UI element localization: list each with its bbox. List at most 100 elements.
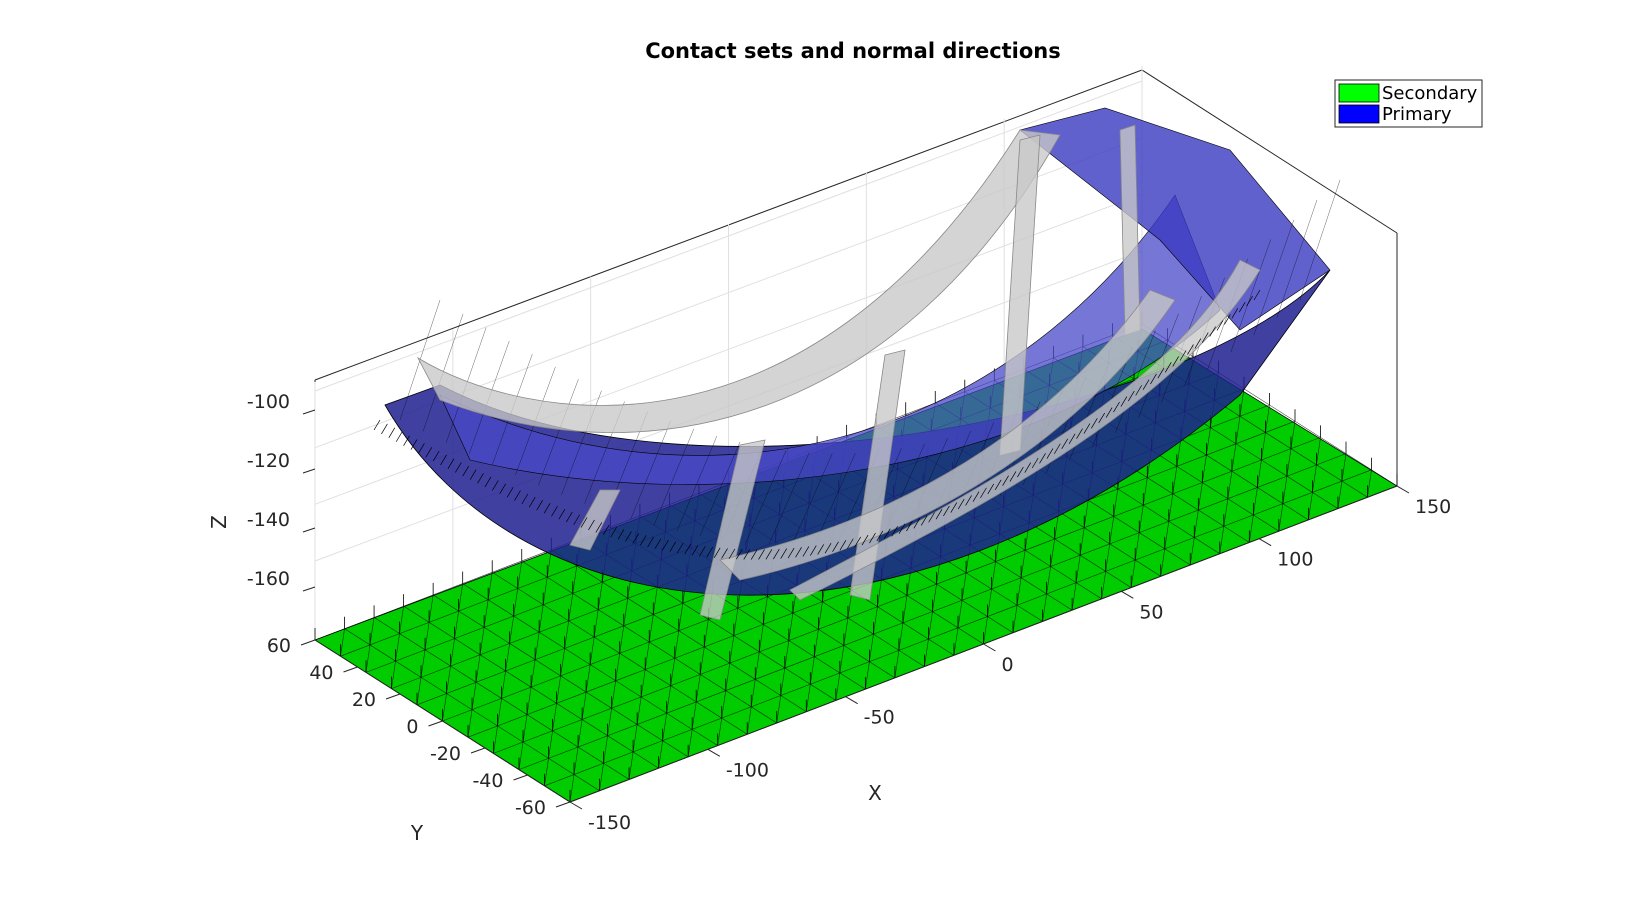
- normal-arrow: [602, 524, 610, 536]
- normal-arrow: [625, 531, 632, 542]
- plane-mesh-line: [1206, 427, 1211, 456]
- plane-mesh-line: [365, 644, 371, 673]
- plane-mesh-line: [1337, 481, 1343, 509]
- normal-arrow: [1142, 379, 1150, 390]
- normal-arrow: [1017, 466, 1024, 478]
- primary-mesh-line: [653, 428, 695, 526]
- legend-label-secondary: Secondary: [1382, 83, 1478, 104]
- normal-arrow: [1031, 457, 1039, 469]
- normal-arrow: [935, 509, 943, 520]
- y-tick: [343, 666, 358, 673]
- z-tick: [302, 468, 316, 474]
- plane-mesh-line: [611, 680, 616, 709]
- plane-mesh-line: [420, 649, 426, 678]
- normal-arrow: [395, 431, 403, 442]
- plane-mesh-line: [577, 719, 583, 748]
- normal-arrow: [484, 476, 492, 488]
- primary-mesh-line: [792, 453, 833, 545]
- primary-mesh-line: [769, 452, 810, 544]
- plane-mesh-line: [987, 588, 992, 617]
- normal-arrow: [795, 547, 802, 558]
- y-tick-label: -20: [430, 743, 461, 765]
- y-tick-label: 60: [267, 635, 291, 657]
- normal-arrow: [861, 534, 869, 546]
- plane-mesh-line: [619, 625, 625, 654]
- x-axis-label: X: [868, 781, 882, 805]
- plane-mesh-line: [544, 758, 549, 786]
- plane-mesh-line: [428, 594, 434, 623]
- chart-title: Contact sets and normal directions: [645, 39, 1061, 63]
- legend-swatch-primary: [1338, 104, 1380, 124]
- plane-mesh-line: [1168, 493, 1174, 522]
- plane-mesh-line: [658, 740, 663, 769]
- normal-arrow: [824, 543, 832, 554]
- plane-mesh-line: [1223, 498, 1229, 527]
- y-tick: [470, 747, 486, 754]
- plane-mesh-line: [369, 617, 375, 645]
- normal-arrow: [1224, 314, 1231, 325]
- z-tick-label: -140: [247, 509, 290, 531]
- x-tick: [983, 643, 996, 652]
- plane-mesh-line: [754, 651, 760, 680]
- plane-mesh-line: [776, 695, 782, 724]
- plane-mesh-line: [623, 598, 629, 626]
- normal-arrow: [506, 487, 514, 498]
- plane-mesh-line: [928, 611, 933, 640]
- normal-arrow: [551, 506, 558, 517]
- primary-mesh-line: [538, 379, 579, 486]
- plane-mesh-line: [548, 730, 553, 759]
- normal-arrow: [676, 542, 684, 554]
- primary-mesh-line: [1253, 219, 1295, 336]
- plane-mesh-line: [1016, 577, 1022, 606]
- normal-arrow: [928, 512, 935, 523]
- normal-arrow: [1127, 390, 1135, 402]
- normal-arrow: [528, 496, 536, 508]
- x-tick: [845, 696, 858, 705]
- normal-arrow: [403, 435, 410, 446]
- plane-mesh-line: [1257, 459, 1262, 488]
- normal-arrow: [950, 502, 958, 513]
- normal-arrow: [536, 500, 543, 511]
- plane-mesh-line: [1050, 538, 1055, 567]
- normal-arrow: [780, 548, 788, 559]
- primary-mesh-line: [1230, 239, 1272, 353]
- normal-arrow: [765, 549, 773, 560]
- x-tick-label: 100: [1277, 549, 1313, 571]
- normal-arrow: [499, 483, 507, 495]
- normal-arrow: [965, 495, 972, 506]
- normal-arrow: [1098, 412, 1106, 424]
- plane-mesh-line: [1012, 605, 1018, 633]
- plane-mesh-line: [1172, 466, 1178, 494]
- plane-mesh-line: [1235, 416, 1241, 444]
- plane-mesh-line: [1282, 476, 1288, 504]
- normal-arrow: [736, 549, 743, 560]
- x-tick: [707, 748, 721, 757]
- plane-mesh-line: [1193, 509, 1199, 538]
- plane-mesh-line: [725, 663, 731, 691]
- plane-mesh-line: [552, 703, 557, 731]
- normal-arrow: [462, 465, 470, 477]
- normal-arrow: [425, 447, 433, 458]
- normal-arrow: [891, 526, 898, 537]
- x-tick-label: 150: [1415, 496, 1451, 518]
- plane-mesh-line: [991, 561, 996, 590]
- normal-arrow: [388, 427, 396, 439]
- plane-mesh-line: [615, 653, 621, 681]
- normal-arrow: [1002, 475, 1009, 486]
- normal-arrow: [514, 490, 521, 501]
- normal-arrow: [1150, 373, 1157, 385]
- plane-mesh-line: [597, 582, 603, 610]
- normal-arrow: [713, 547, 721, 558]
- plane-mesh-line: [865, 661, 870, 690]
- plane-mesh-line: [733, 608, 739, 636]
- normal-arrow: [373, 419, 381, 431]
- normal-arrow: [898, 523, 906, 534]
- plane-mesh-line: [644, 641, 650, 670]
- plane-mesh-line: [628, 751, 634, 780]
- plane-mesh-line: [424, 622, 430, 650]
- plane-mesh-line: [1278, 503, 1284, 532]
- plane-mesh-line: [1083, 500, 1089, 528]
- normal-arrow: [699, 546, 706, 557]
- x-tick: [1258, 538, 1272, 547]
- plane-mesh-line: [1312, 464, 1317, 493]
